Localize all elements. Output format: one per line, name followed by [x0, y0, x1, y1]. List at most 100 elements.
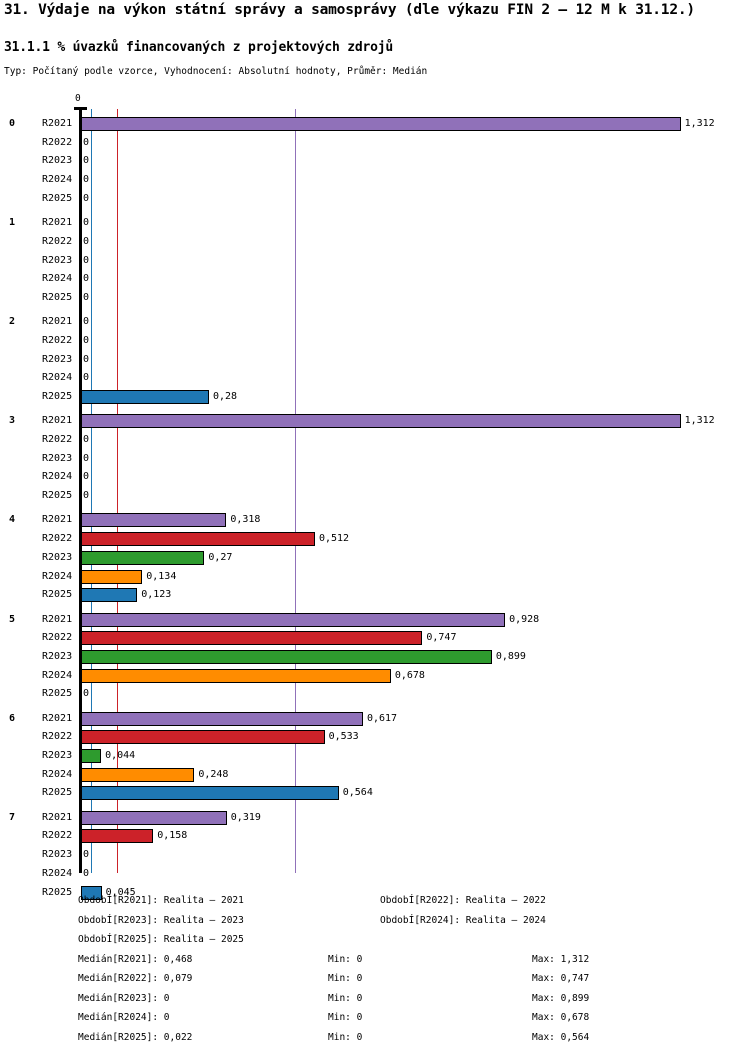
bar-value-label: 0 — [83, 434, 90, 445]
bar-value-label: 0 — [83, 334, 90, 346]
row-label: R2021 — [42, 316, 73, 328]
bar-chart: 0 0 R2021 1,312 R2022 0 R2023 0 R2024 0 R2025 0 1 R2… — [0, 93, 750, 900]
row-label: R2025 — [42, 589, 73, 601]
bar-value-label: 0 — [83, 291, 90, 303]
row-label: R2025 — [42, 391, 73, 402]
chart-footer: ObdobÍ[R2021]: Realita – 2021 ObdobÍ[R202… — [0, 895, 750, 1051]
ref-red — [117, 109, 119, 873]
row-label: R2022 — [42, 235, 73, 247]
row-label: R2021 — [42, 811, 73, 823]
row-label: R2021 — [42, 613, 73, 625]
bar[interactable] — [81, 390, 209, 404]
stats-row: Medián[R2023]: 0 Min: 0 Max: 0,899 — [0, 993, 750, 1013]
bar[interactable] — [81, 810, 227, 825]
row-label: R2022 — [42, 334, 73, 346]
row-label: R2025 — [42, 688, 73, 700]
bar[interactable] — [81, 532, 315, 547]
bar-value-label: 0 — [83, 452, 90, 464]
group-label: 5 — [8, 613, 16, 625]
bar-value-label: 0,28 — [212, 391, 238, 402]
row-label: R2022 — [42, 533, 73, 545]
max-value: Max: 1,312 — [532, 953, 590, 965]
chart-subtitle: 31.1.1 % úvazků financovaných z projekto… — [4, 40, 393, 55]
row-label: R2025 — [42, 490, 73, 502]
bar-value-label: 0 — [83, 471, 90, 483]
bar-value-label: 0 — [83, 273, 90, 285]
group-label: 3 — [8, 415, 16, 427]
bar[interactable] — [81, 414, 681, 429]
bar-value-label: 0 — [83, 235, 90, 247]
stats-row: Medián[R2022]: 0,079 Min: 0 Max: 0,747 — [0, 973, 750, 993]
bar[interactable] — [81, 668, 391, 683]
row-label: R2021 — [42, 712, 73, 724]
bar-value-label: 0,318 — [230, 514, 261, 526]
max-value: Max: 0,899 — [532, 992, 590, 1004]
median-value: Medián[R2021]: 0,468 — [78, 953, 193, 965]
legend-entry: ObdobÍ[R2022]: Realita – 2022 — [380, 895, 546, 906]
min-value: Min: 0 — [328, 1031, 363, 1043]
bar-value-label: 1,312 — [684, 118, 715, 129]
bar-value-label: 0 — [83, 490, 90, 502]
legend-entry: ObdobÍ[R2021]: Realita – 2021 — [78, 895, 244, 906]
bar-value-label: 0 — [83, 353, 90, 365]
bar-value-label: 0,928 — [509, 613, 540, 625]
min-value: Min: 0 — [328, 1012, 363, 1023]
row-label: R2023 — [42, 750, 73, 761]
bar-value-label: 0,319 — [230, 811, 261, 823]
row-label: R2024 — [42, 669, 73, 681]
bar-value-label: 0 — [83, 688, 90, 700]
bar-value-label: 0 — [83, 867, 90, 879]
legend-entry: ObdobÍ[R2024]: Realita – 2024 — [380, 914, 546, 926]
stats-row: Medián[R2024]: 0 Min: 0 Max: 0,678 — [0, 1012, 750, 1032]
bar-value-label: 0 — [83, 372, 90, 384]
bar[interactable] — [81, 513, 227, 528]
bar-value-label: 0,045 — [105, 886, 136, 898]
bar[interactable] — [81, 767, 195, 782]
group-label: 4 — [8, 514, 16, 526]
bar[interactable] — [81, 786, 339, 801]
median-value: Medián[R2022]: 0,079 — [78, 973, 193, 984]
row-label: R2024 — [42, 372, 73, 384]
row-label: R2022 — [42, 434, 73, 445]
row-label: R2024 — [42, 768, 73, 780]
legend-row: ObdobÍ[R2025]: Realita – 2025 — [0, 934, 750, 954]
bar[interactable] — [81, 631, 423, 646]
bar-value-label: 0 — [83, 316, 90, 328]
row-label: R2023 — [42, 353, 73, 365]
bar-value-label: 0,044 — [105, 750, 136, 761]
bar-value-label: 0,899 — [495, 650, 526, 662]
bar-value-label: 0,747 — [426, 632, 457, 644]
group-label: 2 — [8, 316, 16, 328]
bar[interactable] — [81, 550, 205, 565]
bar-value-label: 0,617 — [366, 712, 398, 724]
bar[interactable] — [81, 612, 506, 627]
bar[interactable] — [81, 829, 154, 844]
bar[interactable] — [81, 711, 363, 726]
row-label: R2024 — [42, 471, 73, 483]
row-label: R2022 — [42, 731, 73, 743]
bar[interactable] — [81, 649, 492, 664]
row-label: R2022 — [42, 830, 73, 842]
row-label: R2023 — [42, 452, 73, 464]
ref-blue — [91, 109, 93, 873]
row-label: R2021 — [42, 514, 73, 526]
row-label: R2023 — [42, 551, 73, 563]
row-label: R2025 — [42, 787, 73, 799]
legend-entry: ObdobÍ[R2025]: Realita – 2025 — [78, 934, 244, 945]
row-label: R2023 — [42, 155, 73, 167]
max-value: Max: 0,564 — [532, 1031, 590, 1043]
bar[interactable] — [81, 749, 102, 763]
group-label: 6 — [8, 712, 16, 724]
bar[interactable] — [81, 730, 325, 745]
bar-value-label: 1,312 — [684, 415, 715, 427]
group-label: 0 — [8, 118, 16, 129]
bar[interactable] — [81, 588, 138, 603]
row-label: R2024 — [42, 867, 73, 879]
bar-value-label: 0,158 — [157, 830, 188, 842]
bar[interactable] — [81, 117, 681, 131]
median-value: Medián[R2023]: 0 — [78, 992, 170, 1004]
row-label: R2025 — [42, 886, 73, 898]
bar[interactable] — [81, 885, 102, 900]
bar[interactable] — [81, 569, 143, 584]
row-label: R2021 — [42, 415, 73, 427]
